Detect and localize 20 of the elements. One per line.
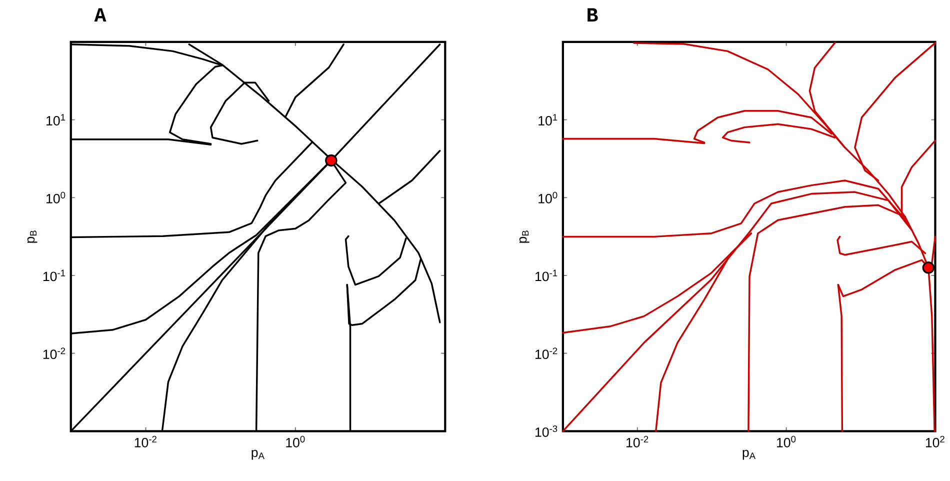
y-tick-label: 10$^{0}$ (538, 192, 558, 204)
chart-title: B (588, 8, 598, 22)
y-tick-label: 10$^{-3}$ (536, 425, 558, 437)
y-tick-label: 10$^{-2}$ (536, 348, 558, 360)
y-tick-label: 10$^{1}$ (538, 114, 558, 126)
x-tick-label: 10$^{0}$ (286, 436, 305, 448)
y-axis-title: p$_{B}$ (519, 230, 530, 243)
x-axis-title: p$_{A}$ (742, 450, 756, 460)
y-tick-label: 10$^{-1}$ (536, 270, 558, 282)
y-tick-label: 10$^{0}$ (46, 192, 66, 204)
y-tick-label: 10$^{-2}$ (43, 348, 66, 360)
x-tick-label: 10$^{-2}$ (134, 436, 156, 448)
y-tick-label: 10$^{-1}$ (43, 270, 66, 282)
y-axis-title: p$_{B}$ (27, 230, 38, 243)
x-tick-label: 10$^{2}$ (926, 436, 944, 448)
x-axis-title: p$_{A}$ (252, 450, 264, 460)
x-tick-label: 10$^{0}$ (777, 436, 796, 448)
chart-title: A (94, 8, 106, 22)
x-tick-label: 10$^{-2}$ (626, 436, 648, 448)
y-tick-label: 10$^{1}$ (46, 114, 66, 126)
